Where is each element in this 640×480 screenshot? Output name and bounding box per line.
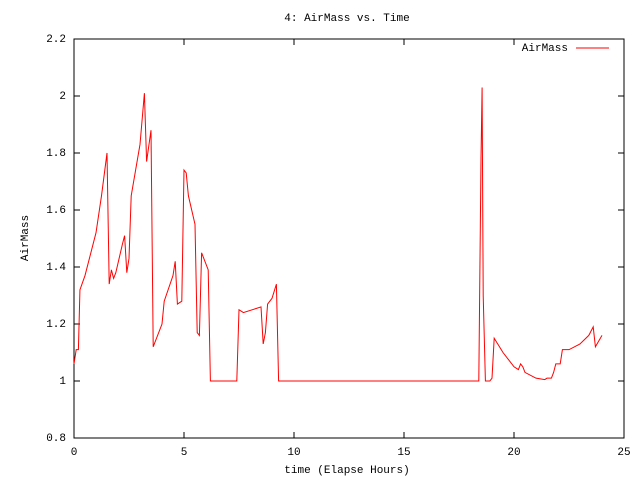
y-tick-label: 1	[59, 376, 66, 388]
y-tick-label: 1.4	[46, 262, 66, 274]
y-tick-label: 1.2	[46, 319, 66, 331]
legend-label: AirMass	[522, 43, 568, 55]
y-tick-label: 1.8	[46, 148, 66, 160]
chart-title: 4: AirMass vs. Time	[284, 13, 409, 25]
y-axis-label: AirMass	[20, 215, 32, 261]
y-tick-label: 1.6	[46, 205, 66, 217]
x-tick-label: 10	[287, 447, 300, 459]
data-line	[73, 87, 603, 382]
x-tick-label: 0	[71, 447, 78, 459]
plot-border	[73, 38, 625, 439]
x-tick-label: 25	[617, 447, 630, 459]
x-tick-label: 20	[507, 447, 520, 459]
x-axis-label: time (Elapse Hours)	[284, 465, 409, 477]
x-tick-label: 5	[181, 447, 188, 459]
x-tick-label: 15	[397, 447, 410, 459]
y-tick-label: 2	[59, 91, 66, 103]
y-tick-label: 0.8	[46, 433, 66, 445]
y-tick-label: 2.2	[46, 34, 66, 46]
